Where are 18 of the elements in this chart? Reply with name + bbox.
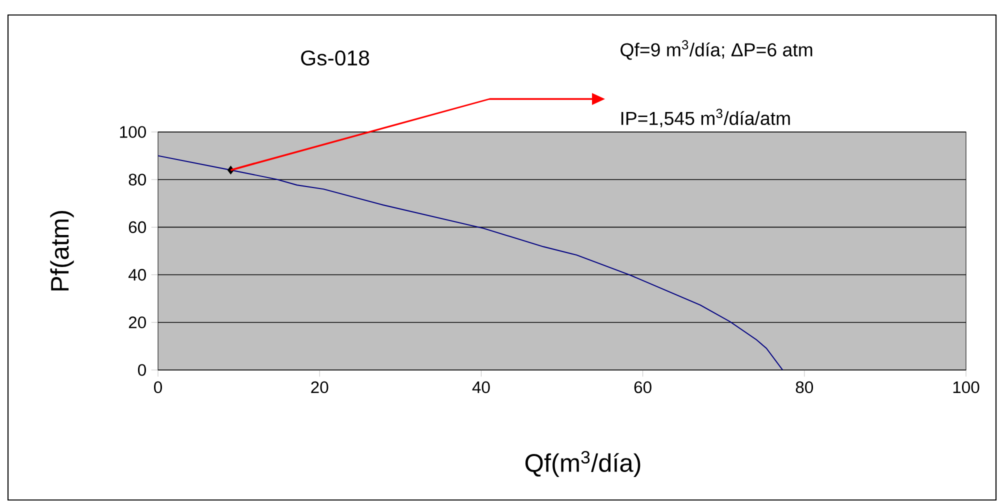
y-tick-label: 20 [128,316,146,328]
x-tick-label: 0 [154,381,162,394]
x-tick-label: 20 [311,381,328,394]
text: Qf=9 m$^{3}$/día; ΔP=6 atm [620,40,812,60]
chart-title: Gs-018 [301,50,370,66]
x-axis-title: Qf(m$^{3}$/día) [525,450,640,477]
y-tick-label: 0 [138,364,146,376]
y-tick-label: 40 [128,268,146,281]
y-tick-label: 80 [128,174,146,186]
y-tick-label: 60 [128,221,146,234]
y-tick-label: 100 [120,126,146,138]
text: IP=1,545 m$^{3}$/día/atm [621,108,790,128]
x-tick-label: 80 [796,381,814,394]
x-tick-label: 40 [472,381,490,394]
y-axis-title: Pf(atm) [50,211,74,290]
x-tick-label: 60 [634,381,652,394]
x-tick-label: 100 [953,381,980,394]
line-series [157,155,784,371]
